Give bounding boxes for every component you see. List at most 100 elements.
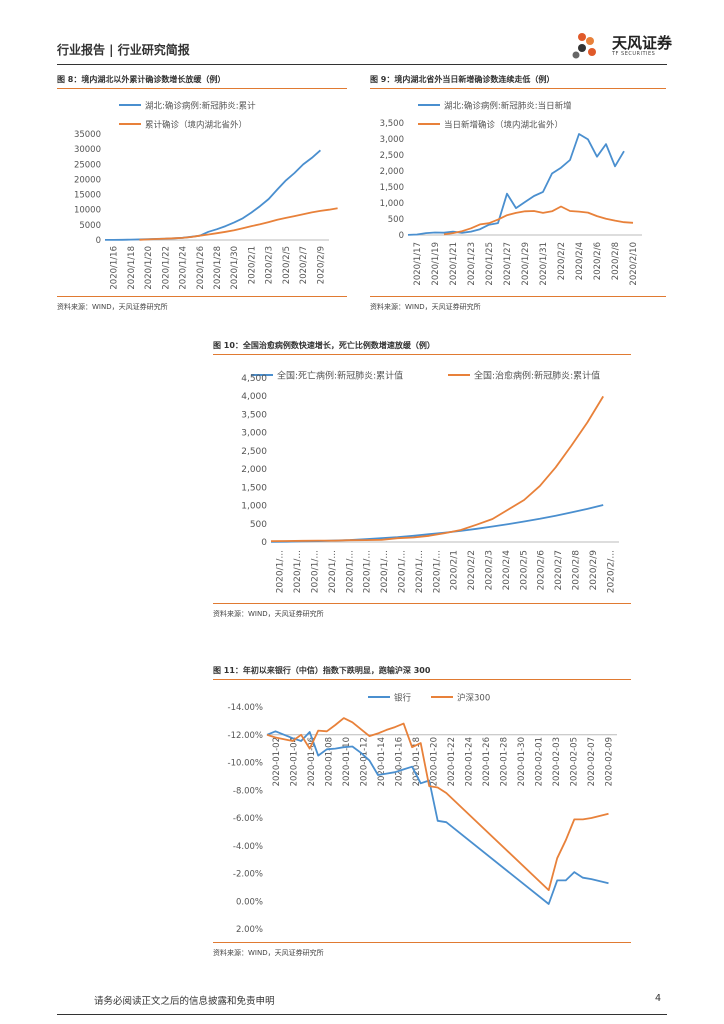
y-tick-label: -6.00% [233, 814, 263, 824]
x-tick-label: 2020-01-24 [464, 737, 474, 786]
y-tick-label: 500 [250, 520, 267, 530]
y-tick-label: 1,000 [241, 502, 267, 512]
x-tick-label: 2020/2/4 [575, 242, 585, 280]
x-tick-label: 2020/2/9 [316, 246, 326, 284]
x-tick-label: 2020/1/17 [413, 242, 423, 286]
x-tick-label: 2020/2/8 [572, 550, 582, 591]
x-tick-label: 2020/2/2 [467, 550, 477, 590]
report-header: 行业报告 | 行业研究简报 [57, 43, 190, 57]
y-tick-label: 2,000 [380, 167, 404, 177]
y-tick-label: 5000 [79, 221, 101, 231]
x-tick-label: 2020/1/... [345, 550, 355, 593]
y-tick-label: -2.00% [233, 870, 263, 880]
fig11-source-rule [213, 942, 631, 943]
series-line-0 [407, 133, 625, 236]
y-tick-label: -10.00% [228, 759, 263, 769]
x-tick-label: 2020-01-22 [447, 737, 457, 786]
x-tick-label: 2020-01-10 [342, 737, 352, 786]
x-tick-label: 2020/1/... [432, 550, 442, 593]
legend-label: 全国:死亡病例:新冠肺炎:累计值 [277, 370, 403, 382]
x-tick-label: 2020/2/6 [593, 242, 603, 280]
x-tick-label: 2020/1/26 [196, 246, 206, 290]
x-tick-label: 2020/1/19 [431, 242, 441, 286]
y-tick-label: -12.00% [228, 731, 263, 741]
y-tick-label: 1,500 [380, 183, 404, 193]
x-tick-label: 2020/1/... [293, 550, 303, 593]
legend-label: 湖北:确诊病例:新冠肺炎:当日新增 [444, 101, 572, 112]
x-tick-label: 2020/1/28 [213, 246, 223, 290]
fig11-source: 资料来源：WIND，天风证券研究所 [213, 949, 324, 957]
x-tick-label: 2020/1/22 [161, 246, 171, 290]
y-tick-label: 10000 [74, 206, 101, 216]
x-tick-label: 2020-02-05 [569, 737, 579, 786]
fig8-source-rule [57, 296, 347, 297]
fig11-title-rule [213, 679, 631, 680]
x-tick-label: 2020/1/... [398, 550, 408, 593]
y-tick-label: 4,500 [241, 374, 267, 384]
x-tick-label: 2020/2/6 [537, 550, 547, 591]
x-tick-label: 2020/2/5 [519, 550, 529, 590]
legend-label: 全国:治愈病例:新冠肺炎:累计值 [474, 370, 600, 382]
fig8-source: 资料来源：WIND，天风证券研究所 [57, 303, 168, 311]
x-tick-label: 2020/2/3 [265, 246, 275, 284]
series-line-1 [139, 207, 338, 241]
x-tick-label: 2020-01-18 [412, 737, 422, 786]
header-divider [57, 64, 667, 65]
fig10-title-rule [213, 354, 631, 355]
footer-divider [57, 1014, 667, 1015]
x-tick-label: 2020/1/25 [485, 242, 495, 286]
series-line-1 [266, 717, 609, 892]
x-tick-label: 2020/2/4 [502, 550, 512, 591]
legend-label: 银行 [394, 693, 412, 704]
x-tick-label: 2020-01-08 [324, 737, 334, 786]
y-tick-label: 2,500 [380, 151, 404, 161]
legend-label: 累计确诊（境内湖北省外） [145, 120, 247, 131]
x-tick-label: 2020/1/31 [539, 242, 549, 286]
legend-label: 沪深300 [457, 693, 490, 704]
fig9-source: 资料来源：WIND，天风证券研究所 [370, 303, 481, 311]
series-line-1 [270, 395, 604, 542]
tf-logo-icon [572, 33, 596, 59]
x-tick-label: 2020/1/29 [521, 242, 531, 286]
y-tick-label: 4,000 [241, 392, 267, 402]
y-tick-label: 3,500 [241, 410, 267, 420]
fig10-chart: 全国:死亡病例:新冠肺炎:累计值 全国:治愈病例:新冠肺炎:累计值 0 500 1,00… [241, 370, 619, 593]
x-tick-label: 2020-01-28 [499, 737, 509, 786]
series-line-0 [105, 149, 321, 241]
series-line-1 [443, 205, 634, 236]
x-tick-label: 2020-01-04 [289, 737, 299, 786]
x-tick-label: 2020-02-07 [587, 737, 597, 786]
footer-disclaimer: 请务必阅读正文之后的信息披露和免责申明 [94, 996, 275, 1007]
y-tick-label: 0 [261, 538, 267, 548]
y-tick-label: -14.00% [228, 703, 263, 713]
fig10-source: 资料来源：WIND，天风证券研究所 [213, 610, 324, 618]
y-tick-label: 25000 [74, 160, 101, 170]
logo-subtext: TF SECURITIES [612, 51, 656, 57]
x-tick-label: 2020-02-03 [552, 737, 562, 786]
y-tick-label: 2.00% [236, 925, 263, 935]
logo-text: 天风证券 [612, 34, 673, 52]
y-tick-label: -4.00% [233, 842, 263, 852]
y-tick-label: 3,500 [380, 119, 404, 129]
x-tick-label: 2020-01-16 [394, 737, 404, 786]
x-tick-label: 2020/2/3 [485, 550, 495, 590]
x-tick-label: 2020/1/21 [449, 242, 459, 286]
x-tick-label: 2020/2/10 [629, 242, 639, 286]
x-tick-label: 2020/1/24 [179, 246, 189, 290]
x-tick-label: 2020-01-20 [429, 737, 439, 786]
x-tick-label: 2020/1/... [276, 550, 286, 593]
legend-label: 湖北:确诊病例:新冠肺炎:累计 [145, 101, 256, 112]
x-tick-label: 2020-01-26 [482, 737, 492, 786]
y-tick-label: 0.00% [236, 897, 263, 907]
page-number: 4 [655, 993, 662, 1004]
x-tick-label: 2020/1/... [311, 550, 321, 593]
fig11-chart: 银行 沪深300 2.00% 0.00% -2.00% -4.00% -6.00% -8.00… [228, 693, 617, 935]
y-tick-label: 3,000 [241, 429, 267, 439]
x-tick-label: 2020/1/18 [127, 246, 137, 290]
y-tick-label: 500 [388, 215, 404, 225]
fig9-source-rule [370, 296, 666, 297]
y-tick-label: 15000 [74, 191, 101, 201]
x-tick-label: 2020-02-01 [534, 737, 544, 786]
